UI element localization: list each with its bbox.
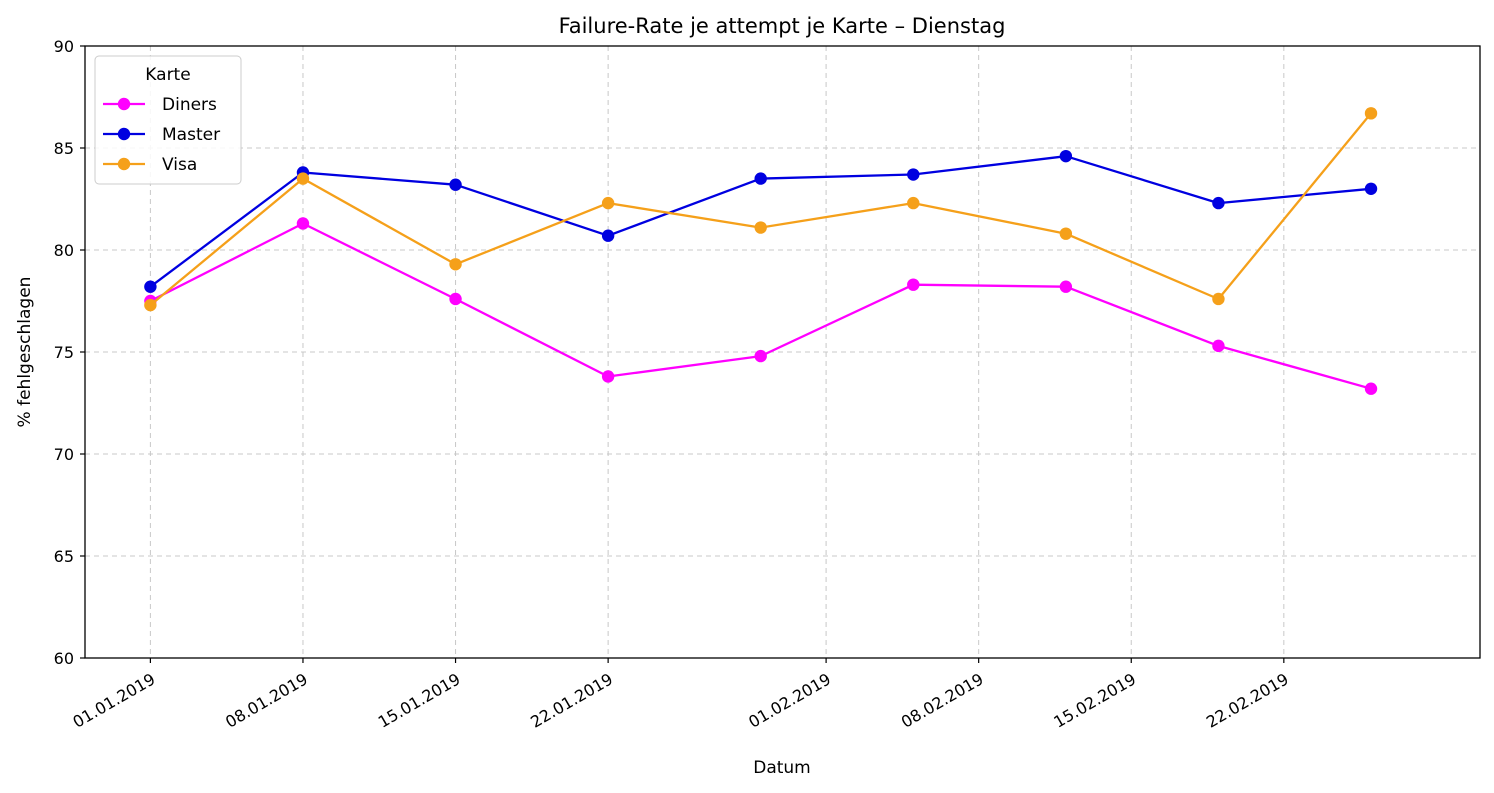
data-point-visa	[144, 298, 157, 312]
data-point-diners	[907, 278, 920, 291]
grid-lines	[85, 46, 1480, 658]
data-point-diners	[601, 370, 615, 383]
data-point-master	[601, 229, 615, 242]
x-axis-label: Datum	[753, 758, 811, 778]
data-point-diners	[1212, 339, 1225, 353]
data-point-master	[144, 280, 157, 293]
y-tick-label: 60	[54, 649, 74, 668]
legend-label-diners: Diners	[162, 95, 217, 115]
legend-marker-diners	[117, 97, 131, 111]
data-point-visa	[1364, 107, 1378, 120]
legend-label-visa: Visa	[162, 155, 197, 175]
data-point-visa	[1212, 292, 1225, 306]
data-point-visa	[754, 221, 767, 234]
y-tick-label: 75	[54, 343, 74, 362]
legend-marker-master	[117, 127, 131, 141]
data-point-master	[754, 172, 767, 185]
y-tick-label: 70	[54, 445, 74, 464]
data-point-master	[907, 168, 920, 181]
data-point-visa	[296, 172, 310, 185]
series-visa	[144, 107, 1378, 312]
data-point-master	[449, 178, 462, 191]
y-tick-label: 90	[54, 37, 74, 56]
legend-marker-visa	[117, 157, 131, 171]
y-axis: 60 65 70 75 80 85 90	[54, 37, 85, 668]
data-point-visa	[601, 196, 615, 210]
legend: Karte Diners Master Visa	[94, 55, 242, 185]
data-point-diners	[296, 217, 310, 230]
legend-title: Karte	[145, 65, 190, 85]
chart-title: Failure-Rate je attempt je Karte – Diens…	[559, 14, 1006, 38]
series-lines	[144, 107, 1378, 395]
legend-box	[94, 55, 242, 185]
y-tick-label: 65	[54, 547, 74, 566]
data-point-visa	[449, 258, 462, 271]
data-point-master	[1212, 196, 1225, 210]
legend-label-master: Master	[162, 125, 220, 145]
y-tick-label: 85	[54, 139, 74, 158]
data-point-diners	[1364, 382, 1378, 395]
data-point-visa	[907, 196, 920, 210]
data-point-diners	[1059, 280, 1073, 293]
data-point-master	[1059, 149, 1073, 163]
data-point-diners	[754, 349, 767, 363]
data-point-master	[1364, 182, 1378, 195]
y-axis-label: % fehlgeschlagen	[15, 277, 35, 428]
y-tick-label: 80	[54, 241, 74, 260]
data-point-diners	[449, 292, 462, 306]
data-point-visa	[1059, 227, 1073, 240]
